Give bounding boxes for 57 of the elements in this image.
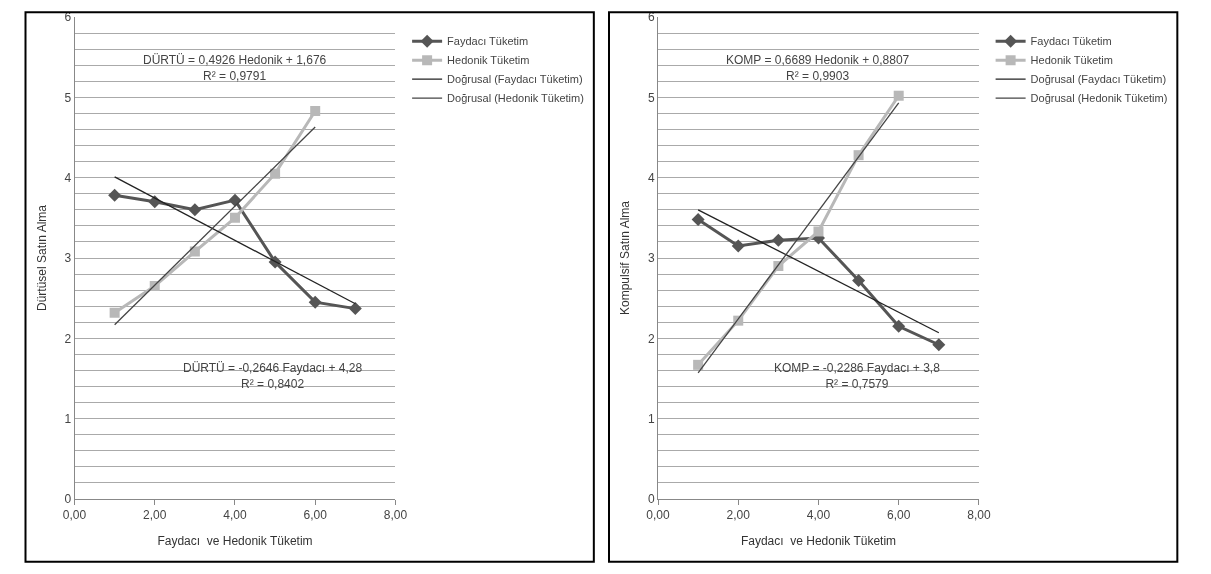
x-tick-label: 0,00 (646, 508, 671, 523)
y-tick-label: 1 (64, 411, 72, 426)
x-tick-label: 0,00 (62, 508, 87, 523)
y-tick-label: 0 (647, 492, 655, 507)
x-tick-label: 8,00 (383, 508, 408, 523)
legend-label: Doğrusal (Hedonik Tüketim) (1030, 92, 1168, 105)
point (852, 273, 866, 287)
y-tick-label: 1 (647, 411, 655, 426)
point (109, 307, 120, 318)
legend-label: Faydacı Tüketim (447, 35, 529, 48)
annotation: DÜRTÜ = 0,4926 Hedonik + 1,676 R² = 0,9791 (143, 53, 327, 83)
point (892, 319, 906, 333)
point (189, 246, 200, 257)
legend-label: Hedonik Tüketim (1030, 54, 1113, 67)
point (308, 295, 322, 309)
legend-label: Hedonik Tüketim (447, 54, 530, 67)
legend-label: Faydacı Tüketim (1030, 35, 1112, 48)
annotation: KOMP = -0,2286 Faydacı + 3,8 R² = 0,7579 (774, 361, 941, 391)
legend-label: Doğrusal (Faydacı Tüketim) (1030, 73, 1167, 86)
point (348, 302, 362, 316)
point (691, 212, 705, 226)
point (813, 226, 824, 237)
y-tick-label: 5 (647, 90, 655, 105)
y-tick-label: 4 (64, 170, 72, 185)
x-tick-label: 8,00 (967, 508, 991, 523)
x-tick-label: 2,00 (726, 508, 751, 523)
point (693, 359, 704, 370)
point (228, 193, 242, 207)
y-tick-label: 2 (647, 331, 655, 346)
annotation: DÜRTÜ = -0,2646 Faydacı + 4,28 R² = 0,8402 (183, 361, 363, 391)
y-tick-label: 3 (64, 251, 72, 266)
y-axis-title: Kompulsif Satın Alma (618, 200, 633, 316)
legend-label: Doğrusal (Hedonik Tüketim) (447, 92, 584, 105)
point (188, 203, 202, 217)
point (932, 338, 946, 352)
x-tick-label: 4,00 (223, 508, 247, 523)
y-tick-label: 4 (647, 170, 655, 185)
point (270, 168, 281, 179)
x-tick-label: 6,00 (887, 508, 911, 523)
y-tick-label: 5 (64, 90, 72, 105)
x-axis-title: Faydacı ve Hedonik Tüketim (157, 534, 313, 549)
x-tick-label: 6,00 (303, 508, 328, 523)
point (229, 212, 240, 223)
point (893, 90, 904, 101)
point (731, 239, 745, 253)
x-tick-label: 2,00 (143, 508, 167, 523)
legend-label: Doğrusal (Faydacı Tüketim) (447, 73, 583, 86)
x-axis-title: Faydacı ve Hedonik Tüketim (740, 534, 897, 549)
y-tick-label: 3 (647, 251, 655, 266)
annotation: KOMP = 0,6689 Hedonik + 0,8807 R² = 0,9903 (726, 53, 910, 83)
point (310, 105, 321, 116)
y-tick-label: 2 (64, 331, 72, 346)
point (771, 233, 785, 247)
y-axis-title: Dürtüsel Satın Alma (34, 204, 49, 312)
x-tick-label: 4,00 (806, 508, 831, 523)
y-tick-label: 0 (64, 492, 72, 507)
point (108, 188, 122, 202)
